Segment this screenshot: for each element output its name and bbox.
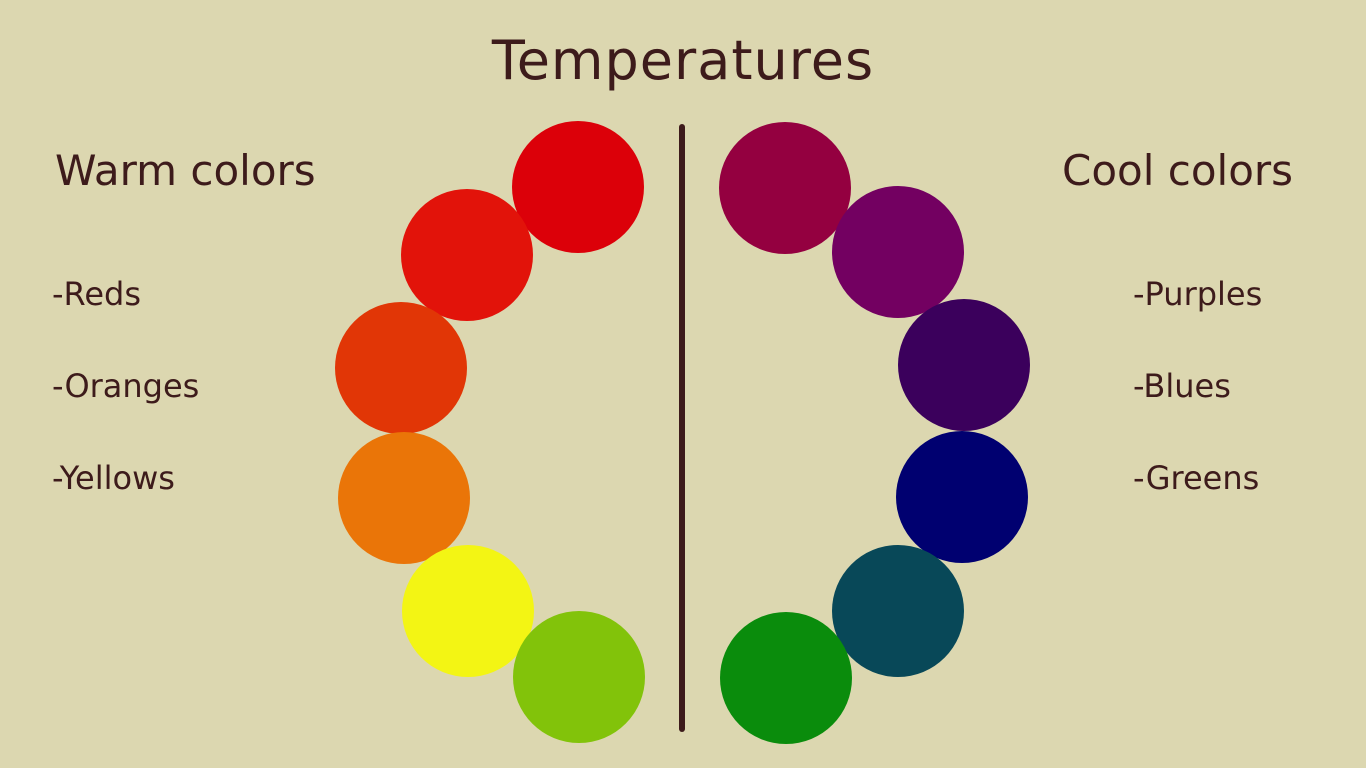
page-title: Temperatures [491,29,875,92]
center-divider [679,124,685,732]
cool-swatch-magenta [719,122,851,254]
warm-item-reds: -Reds [52,275,142,313]
warm-item-yellows: -Yellows [52,459,175,497]
warm-swatch-red [512,121,644,253]
cool-swatch-purple [832,186,964,318]
cool-colors-heading: Cool colors [1062,146,1294,195]
warm-swatch-yellow-green [513,611,645,743]
warm-colors-heading: Warm colors [55,146,316,195]
cool-item-purples: -Purples [1133,275,1263,313]
warm-swatch-yellow [402,545,534,677]
cool-swatch-teal [832,545,964,677]
cool-swatch-blue [896,431,1028,563]
warm-swatch-red-orange [401,189,533,321]
warm-swatch-orange-red [335,302,467,434]
cool-swatch-green [720,612,852,744]
cool-item-greens: -Greens [1133,459,1260,497]
cool-item-blues: -Blues [1133,367,1231,405]
warm-item-oranges: -Oranges [52,367,200,405]
warm-swatch-orange [338,432,470,564]
cool-swatch-violet [898,299,1030,431]
